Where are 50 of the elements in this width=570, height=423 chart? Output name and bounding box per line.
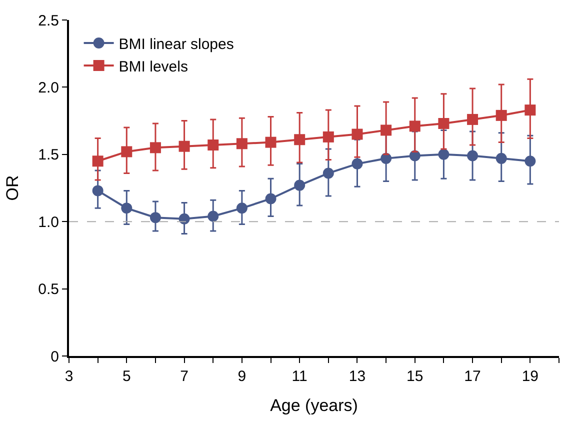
point bbox=[150, 212, 161, 224]
point bbox=[352, 128, 363, 140]
y-tick-label: 1.5 bbox=[38, 146, 59, 164]
point bbox=[92, 156, 104, 167]
point bbox=[178, 213, 190, 224]
y-tick-label: 0 bbox=[50, 348, 59, 366]
legend-label: BMI levels bbox=[118, 58, 188, 76]
y-axis-title: OR bbox=[3, 175, 22, 201]
y-tick-label: 2.5 bbox=[38, 12, 59, 30]
x-tick-label: 17 bbox=[464, 368, 481, 385]
x-axis-title: Age (years) bbox=[270, 396, 358, 415]
legend-label: BMI linear slopes bbox=[118, 36, 234, 53]
point bbox=[524, 104, 536, 116]
point bbox=[438, 118, 450, 129]
point bbox=[178, 140, 190, 152]
point bbox=[496, 110, 507, 121]
x-tick-label: 11 bbox=[292, 368, 308, 385]
point bbox=[467, 114, 478, 125]
x-tick-label: 3 bbox=[64, 368, 74, 385]
x-tick-label: 7 bbox=[180, 368, 188, 385]
point bbox=[294, 134, 306, 146]
point bbox=[380, 124, 392, 136]
point bbox=[92, 185, 104, 196]
point bbox=[236, 138, 248, 150]
point bbox=[524, 156, 536, 167]
point bbox=[150, 142, 161, 154]
point bbox=[438, 148, 450, 160]
point bbox=[294, 180, 306, 191]
point bbox=[265, 136, 276, 148]
point bbox=[208, 139, 219, 150]
point bbox=[322, 168, 334, 179]
x-tick-label: 5 bbox=[122, 368, 131, 385]
point bbox=[208, 210, 219, 222]
x-tick-label: 13 bbox=[348, 368, 366, 385]
point bbox=[380, 152, 392, 164]
x-tick-label: 15 bbox=[406, 368, 424, 385]
point bbox=[121, 202, 132, 214]
x-tick-label: 19 bbox=[522, 368, 539, 385]
y-tick-label: 2.0 bbox=[38, 79, 59, 96]
point bbox=[352, 158, 363, 170]
point bbox=[322, 131, 334, 142]
y-tick-label: 1.0 bbox=[38, 214, 59, 231]
point bbox=[121, 146, 132, 158]
point bbox=[467, 150, 478, 162]
y-tick-label: 0.5 bbox=[38, 281, 59, 298]
point bbox=[409, 120, 420, 132]
point bbox=[496, 152, 507, 164]
point bbox=[265, 193, 276, 204]
point bbox=[236, 202, 248, 214]
x-tick-label: 9 bbox=[238, 368, 246, 385]
